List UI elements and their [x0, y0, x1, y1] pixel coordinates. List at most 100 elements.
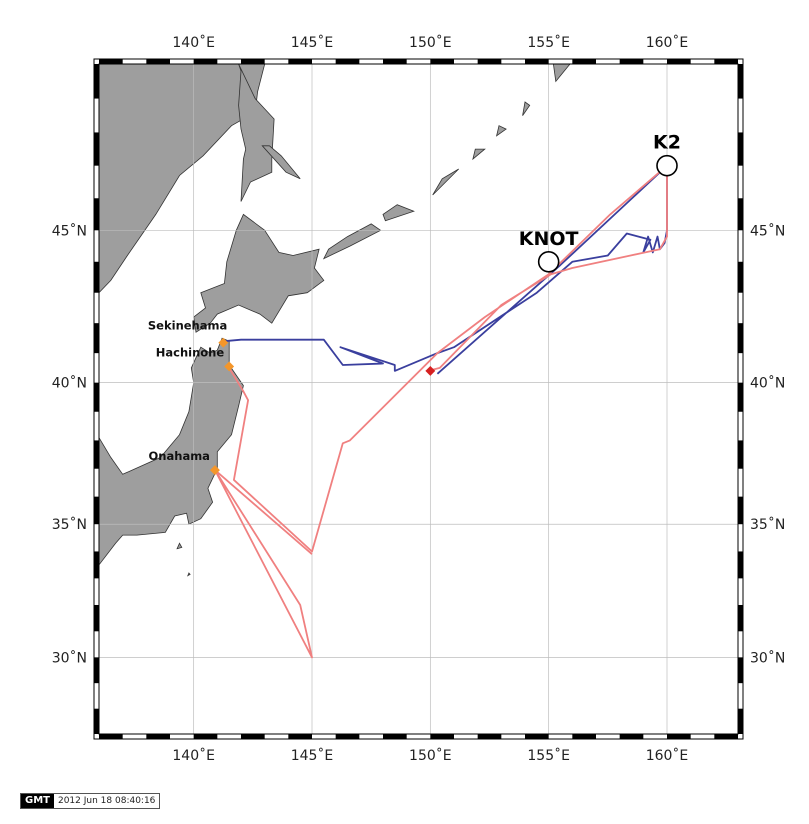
frame-segment — [94, 440, 99, 469]
frame-segment — [94, 657, 99, 684]
cruise-track-line — [224, 164, 668, 375]
lon-tick-label-top: 155˚E — [527, 34, 570, 51]
port-label: Sekinehama — [148, 319, 227, 333]
frame-segment — [288, 734, 312, 739]
frame-segment — [714, 734, 738, 739]
frame-segment — [738, 198, 743, 231]
frame-segment — [477, 59, 502, 64]
frame-segment — [738, 708, 743, 734]
frame-segment — [94, 132, 99, 166]
frame-segment — [94, 551, 99, 579]
frame-segment — [94, 382, 99, 412]
frame-segment — [99, 734, 123, 739]
station-circle — [656, 154, 678, 177]
station-label: KNOT — [519, 228, 579, 250]
frame-segment — [667, 734, 691, 739]
lat-tick-label-left: 30˚N — [52, 649, 87, 666]
lon-tick-label-top: 140˚E — [172, 34, 215, 51]
cruise-track-line — [228, 164, 668, 553]
frame-segment — [335, 59, 360, 64]
frame-segment — [525, 734, 549, 739]
frame-segment — [738, 382, 743, 412]
gmt-timestamp: 2012 Jun 18 08:40:16 — [53, 794, 160, 808]
frame-segment — [572, 59, 596, 64]
landmass — [261, 145, 301, 180]
frame-segment — [738, 551, 743, 579]
frame-segment — [193, 59, 218, 64]
frame-segment — [667, 59, 691, 64]
landmass — [522, 101, 531, 116]
cruise-track-line — [214, 469, 313, 659]
frame-segment — [94, 496, 99, 525]
frame-segment — [738, 440, 743, 469]
frame-segment — [94, 708, 99, 734]
landmass — [472, 148, 486, 161]
frame-segment — [738, 604, 743, 632]
frame-segment — [241, 734, 265, 739]
frame-segment — [738, 657, 743, 684]
landmass — [193, 213, 325, 333]
graticule — [99, 64, 738, 734]
frame-segment — [714, 59, 738, 64]
lon-tick-label-top: 145˚E — [291, 34, 334, 51]
lon-tick-label-bottom: 155˚E — [527, 747, 570, 764]
frame-segment — [146, 734, 170, 739]
port-label: Hachinohe — [156, 345, 225, 359]
lat-tick-label-right: 30˚N — [750, 649, 785, 666]
gmt-logo: GMT — [21, 794, 54, 808]
frame-segment — [619, 59, 644, 64]
gmt-timestamp-stamp: GMT 2012 Jun 18 08:40:16 — [20, 793, 161, 809]
map-frame — [93, 58, 744, 740]
lat-tick-label-left: 40˚N — [52, 375, 87, 392]
frame-segment — [94, 64, 99, 99]
port-label: Onahama — [149, 449, 210, 463]
frame-segment — [241, 59, 265, 64]
frame-segment — [477, 734, 502, 739]
frame-segment — [94, 604, 99, 632]
landmass — [99, 64, 266, 294]
frame-segment — [99, 59, 123, 64]
lon-tick-label-bottom: 150˚E — [409, 747, 452, 764]
frame-segment — [383, 734, 407, 739]
frame-segment — [738, 496, 743, 525]
lat-tick-label-right: 45˚N — [750, 222, 785, 239]
frame-segment — [738, 132, 743, 166]
cruise-tracks — [214, 164, 668, 659]
landmass — [552, 64, 571, 83]
lon-tick-label-bottom: 145˚E — [291, 747, 334, 764]
station-circle — [537, 250, 560, 273]
frame-segment — [738, 64, 743, 99]
frame-segment — [94, 323, 99, 354]
lon-tick-label-bottom: 160˚E — [646, 747, 689, 764]
frame-segment — [193, 734, 218, 739]
frame-segment — [572, 734, 596, 739]
frame-segment — [94, 261, 99, 293]
landmass — [322, 223, 382, 260]
frame-segment — [383, 59, 407, 64]
frame-segment — [619, 734, 644, 739]
station-label: K2 — [653, 132, 681, 154]
lat-tick-label-left: 35˚N — [52, 516, 87, 533]
port-marker — [224, 361, 235, 372]
frame-segment — [335, 734, 360, 739]
lat-tick-label-right: 35˚N — [750, 516, 785, 533]
frame-segment — [430, 734, 454, 739]
landmass — [432, 168, 459, 196]
landmass — [176, 542, 183, 550]
port-marker — [210, 465, 220, 476]
frame-segment — [94, 198, 99, 231]
port-marker — [218, 337, 229, 348]
frame-segment — [738, 261, 743, 293]
lon-tick-label-bottom: 140˚E — [172, 747, 215, 764]
landmass — [495, 125, 507, 137]
lat-tick-label-right: 40˚N — [750, 375, 785, 392]
frame-segment — [738, 323, 743, 354]
lon-tick-label-top: 150˚E — [409, 34, 452, 51]
tick-labels: 140˚E 140˚E 145˚E 145˚E 150˚E 150˚E 155˚E 155˚E… — [52, 34, 786, 764]
landmass — [382, 204, 415, 222]
landmass — [238, 64, 275, 202]
frame-segment — [525, 59, 549, 64]
landmass — [186, 572, 191, 577]
waypoint-marker — [425, 365, 436, 376]
